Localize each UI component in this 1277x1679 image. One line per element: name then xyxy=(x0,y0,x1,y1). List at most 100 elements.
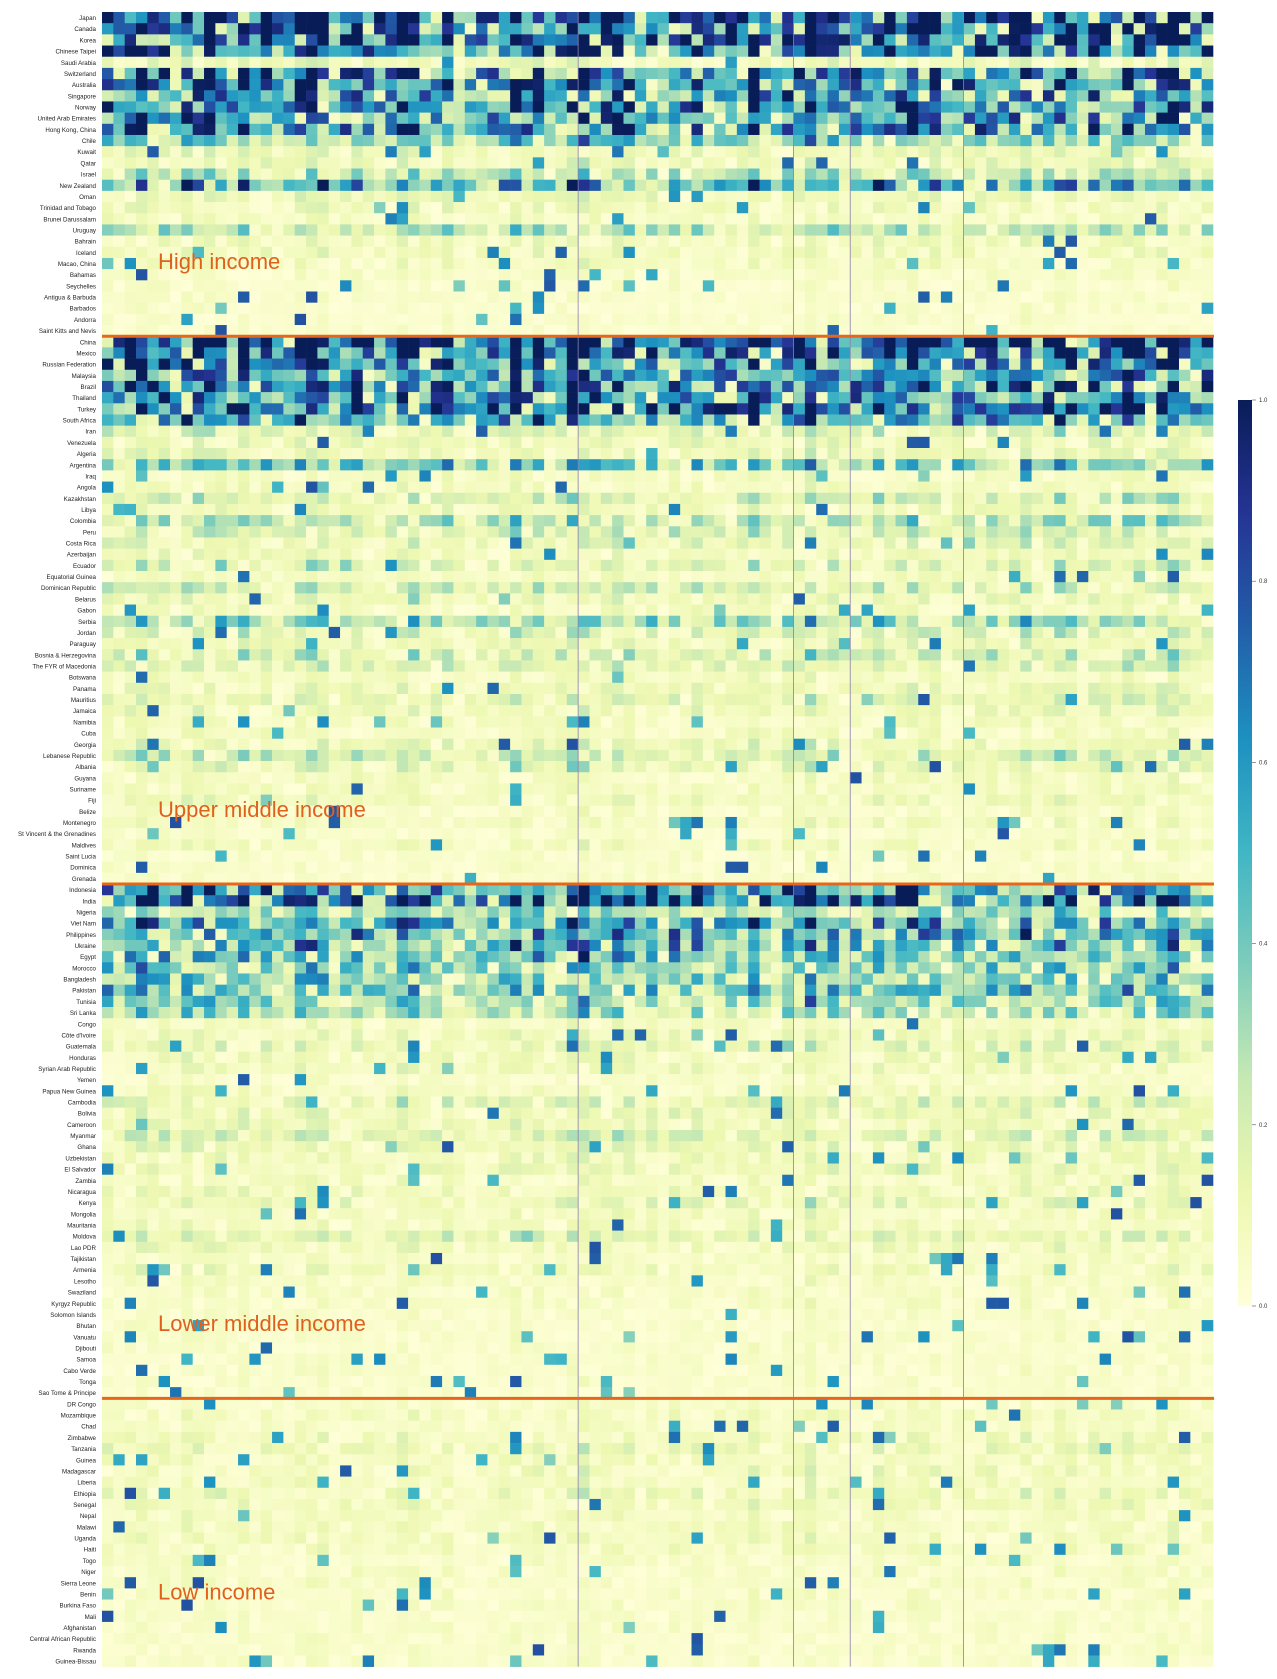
heatmap-cell xyxy=(1178,280,1191,292)
heatmap-cell xyxy=(1122,79,1134,91)
heatmap-cell xyxy=(1076,392,1089,404)
heatmap-cell xyxy=(453,336,466,348)
heatmap-cell xyxy=(464,202,477,214)
heatmap-cell xyxy=(147,548,159,561)
heatmap-cell xyxy=(566,291,579,303)
heatmap-cell xyxy=(1133,179,1146,192)
heatmap-cell xyxy=(544,515,556,527)
heatmap-cell xyxy=(362,537,375,549)
heatmap-cell xyxy=(408,146,420,158)
heatmap-cell xyxy=(986,190,998,203)
heatmap-cell xyxy=(1088,246,1100,259)
heatmap-cell xyxy=(940,246,953,259)
heatmap-cell xyxy=(974,45,987,58)
heatmap-cell xyxy=(634,436,647,449)
heatmap-cell xyxy=(272,325,284,337)
heatmap-cell xyxy=(714,112,726,125)
heatmap-cell xyxy=(691,470,704,482)
heatmap-cell xyxy=(351,213,364,225)
heatmap-cell xyxy=(374,224,386,236)
heatmap-cell xyxy=(657,90,670,102)
heatmap-cell xyxy=(668,492,681,505)
heatmap-cell xyxy=(351,235,364,248)
heatmap-cell xyxy=(600,313,613,326)
heatmap-cell xyxy=(1122,347,1134,359)
heatmap-cell xyxy=(385,257,398,270)
heatmap-cell xyxy=(1020,548,1032,561)
heatmap-cell xyxy=(725,146,738,158)
heatmap-cell xyxy=(736,403,749,415)
heatmap-cell xyxy=(929,470,942,482)
heatmap-cell xyxy=(1076,325,1089,337)
heatmap-cell xyxy=(702,571,715,583)
heatmap-cell xyxy=(725,112,738,125)
heatmap-cell xyxy=(906,45,919,58)
heatmap-cell xyxy=(918,336,930,348)
heatmap-cell xyxy=(793,235,806,248)
heatmap-cell xyxy=(986,90,998,102)
heatmap-cell xyxy=(340,269,352,281)
heatmap-cell xyxy=(385,224,398,236)
heatmap-cell xyxy=(226,436,239,449)
heatmap-cell xyxy=(147,503,159,516)
heatmap-cell xyxy=(1065,347,1078,359)
heatmap-cell xyxy=(1099,392,1112,404)
heatmap-cell xyxy=(317,257,330,270)
heatmap-cell xyxy=(634,470,647,482)
heatmap-cell xyxy=(918,291,930,303)
heatmap-cell xyxy=(668,515,681,527)
heatmap-cell xyxy=(385,34,398,46)
heatmap-cell xyxy=(555,526,568,538)
heatmap-cell xyxy=(158,168,171,180)
heatmap-cell xyxy=(362,459,375,471)
heatmap-cell xyxy=(1065,503,1078,516)
heatmap-cell xyxy=(714,470,726,482)
heatmap-cell xyxy=(1054,425,1066,438)
heatmap-cell xyxy=(544,90,556,102)
heatmap-cell xyxy=(612,45,624,58)
heatmap-cell xyxy=(521,313,534,326)
heatmap-cell xyxy=(204,45,216,58)
heatmap-cell xyxy=(600,503,613,516)
heatmap-cell xyxy=(408,548,420,561)
heatmap-cell xyxy=(1054,168,1066,180)
heatmap-cell xyxy=(317,146,330,158)
heatmap-cell xyxy=(442,403,454,415)
heatmap-cell xyxy=(759,380,772,393)
heatmap-cell xyxy=(589,325,602,337)
heatmap-cell xyxy=(340,123,352,136)
heatmap-cell xyxy=(1144,269,1157,281)
heatmap-cell xyxy=(294,224,307,236)
heatmap-cell xyxy=(215,537,228,549)
heatmap-cell xyxy=(238,369,250,382)
heatmap-cell xyxy=(453,112,466,125)
heatmap-cell xyxy=(408,470,420,482)
heatmap-cell xyxy=(181,45,193,58)
heatmap-cell xyxy=(340,79,352,91)
heatmap-cell xyxy=(1178,403,1191,415)
heatmap-cell xyxy=(226,559,239,572)
heatmap-cell xyxy=(272,559,284,572)
heatmap-cell xyxy=(578,67,590,80)
heatmap-cell xyxy=(170,79,182,91)
heatmap-cell xyxy=(1190,526,1202,538)
heatmap-cell xyxy=(238,90,250,102)
heatmap-cell xyxy=(1190,325,1202,337)
heatmap-cell xyxy=(147,302,159,315)
heatmap-cell xyxy=(317,280,330,292)
heatmap-cell xyxy=(113,246,125,259)
heatmap-cell xyxy=(521,515,534,527)
heatmap-cell xyxy=(1201,481,1214,494)
heatmap-cell xyxy=(623,559,636,572)
heatmap-cell xyxy=(430,45,443,58)
heatmap-cell xyxy=(442,548,454,561)
heatmap-cell xyxy=(782,202,794,214)
heatmap-cell xyxy=(623,537,636,549)
heatmap-cell xyxy=(850,358,862,371)
heatmap-cell xyxy=(215,369,228,382)
heatmap-cell xyxy=(1156,369,1168,382)
heatmap-cell xyxy=(1088,56,1100,69)
heatmap-cell xyxy=(963,45,976,58)
heatmap-cell xyxy=(997,481,1010,494)
heatmap-cell xyxy=(1133,313,1146,326)
